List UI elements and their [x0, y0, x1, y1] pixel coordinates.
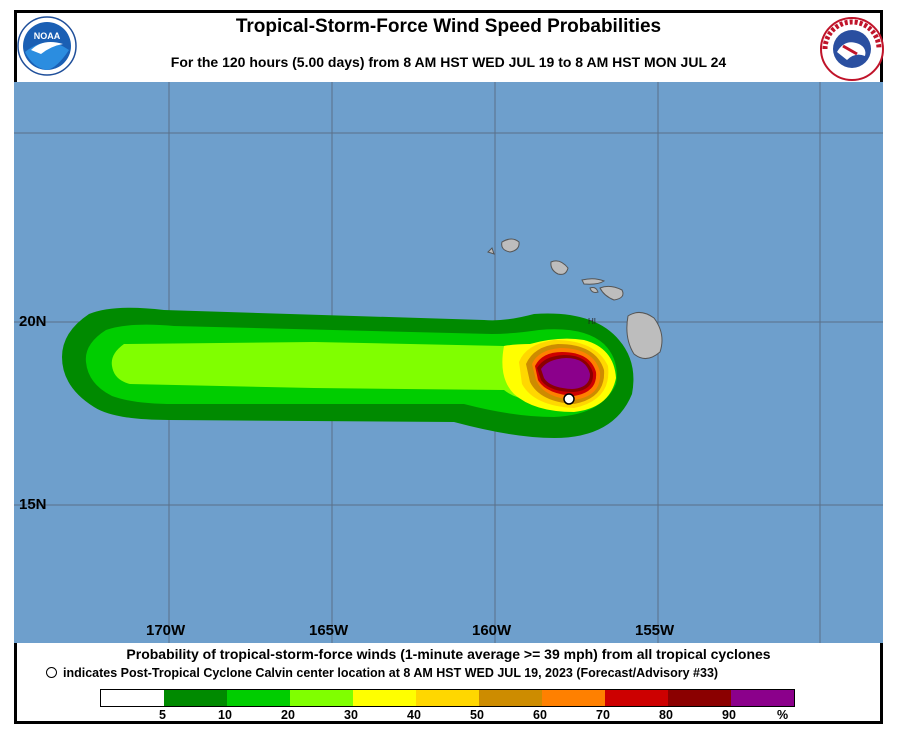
island-label-hi: HI	[588, 317, 596, 326]
storm-center-marker	[563, 393, 575, 405]
probability-swath	[62, 307, 634, 438]
lon-label-155w: 155W	[635, 622, 675, 639]
legend-swatch	[227, 690, 290, 706]
island-kauai	[501, 238, 520, 253]
page-title: Tropical-Storm-Force Wind Speed Probabil…	[235, 16, 662, 37]
legend-label: 70	[596, 708, 610, 722]
legend-label: 10	[218, 708, 232, 722]
lon-label-160w: 160W	[472, 622, 512, 639]
center-location-icon	[46, 667, 57, 678]
island-molokai	[581, 278, 606, 285]
legend-swatch	[164, 690, 227, 706]
lat-label-15n: 15N	[19, 496, 47, 513]
svg-text:NOAA: NOAA	[34, 31, 61, 41]
legend-swatch	[479, 690, 542, 706]
legend-label: 60	[533, 708, 547, 722]
island-niihau	[487, 247, 495, 255]
legend-label: 30	[344, 708, 358, 722]
island-lanai	[589, 287, 599, 293]
lat-label-20n: 20N	[19, 313, 47, 330]
lon-label-170w: 170W	[146, 622, 186, 639]
legend-label: 20	[281, 708, 295, 722]
legend-swatch	[668, 690, 731, 706]
lon-label-165w: 165W	[309, 622, 349, 639]
noaa-logo: NOAA	[17, 16, 77, 76]
legend-label: 40	[407, 708, 421, 722]
island-hawaii	[626, 312, 663, 359]
legend-swatch	[542, 690, 605, 706]
hawaiian-islands	[487, 238, 663, 359]
island-maui	[599, 285, 624, 301]
caption-line-1: Probability of tropical-storm-force wind…	[126, 646, 771, 662]
legend-swatch	[731, 690, 794, 706]
nws-logo	[820, 17, 884, 81]
probability-map	[14, 82, 883, 643]
legend-label: %	[777, 708, 789, 722]
legend-swatch	[353, 690, 416, 706]
color-legend	[100, 689, 795, 707]
legend-label: 80	[659, 708, 673, 722]
legend-label: 50	[470, 708, 484, 722]
island-oahu	[550, 260, 569, 275]
page-subtitle: For the 120 hours (5.00 days) from 8 AM …	[170, 54, 727, 70]
legend-label: 5	[159, 708, 166, 722]
caption-line-2-text: indicates Post-Tropical Cyclone Calvin c…	[63, 666, 719, 680]
swath-20-30	[111, 342, 530, 400]
legend-label: 90	[722, 708, 736, 722]
legend-swatch	[605, 690, 668, 706]
legend-swatch	[101, 690, 164, 706]
caption-line-2: indicates Post-Tropical Cyclone Calvin c…	[46, 666, 718, 680]
legend-swatch	[290, 690, 353, 706]
legend-swatch	[416, 690, 479, 706]
swath-90-100	[541, 358, 590, 389]
